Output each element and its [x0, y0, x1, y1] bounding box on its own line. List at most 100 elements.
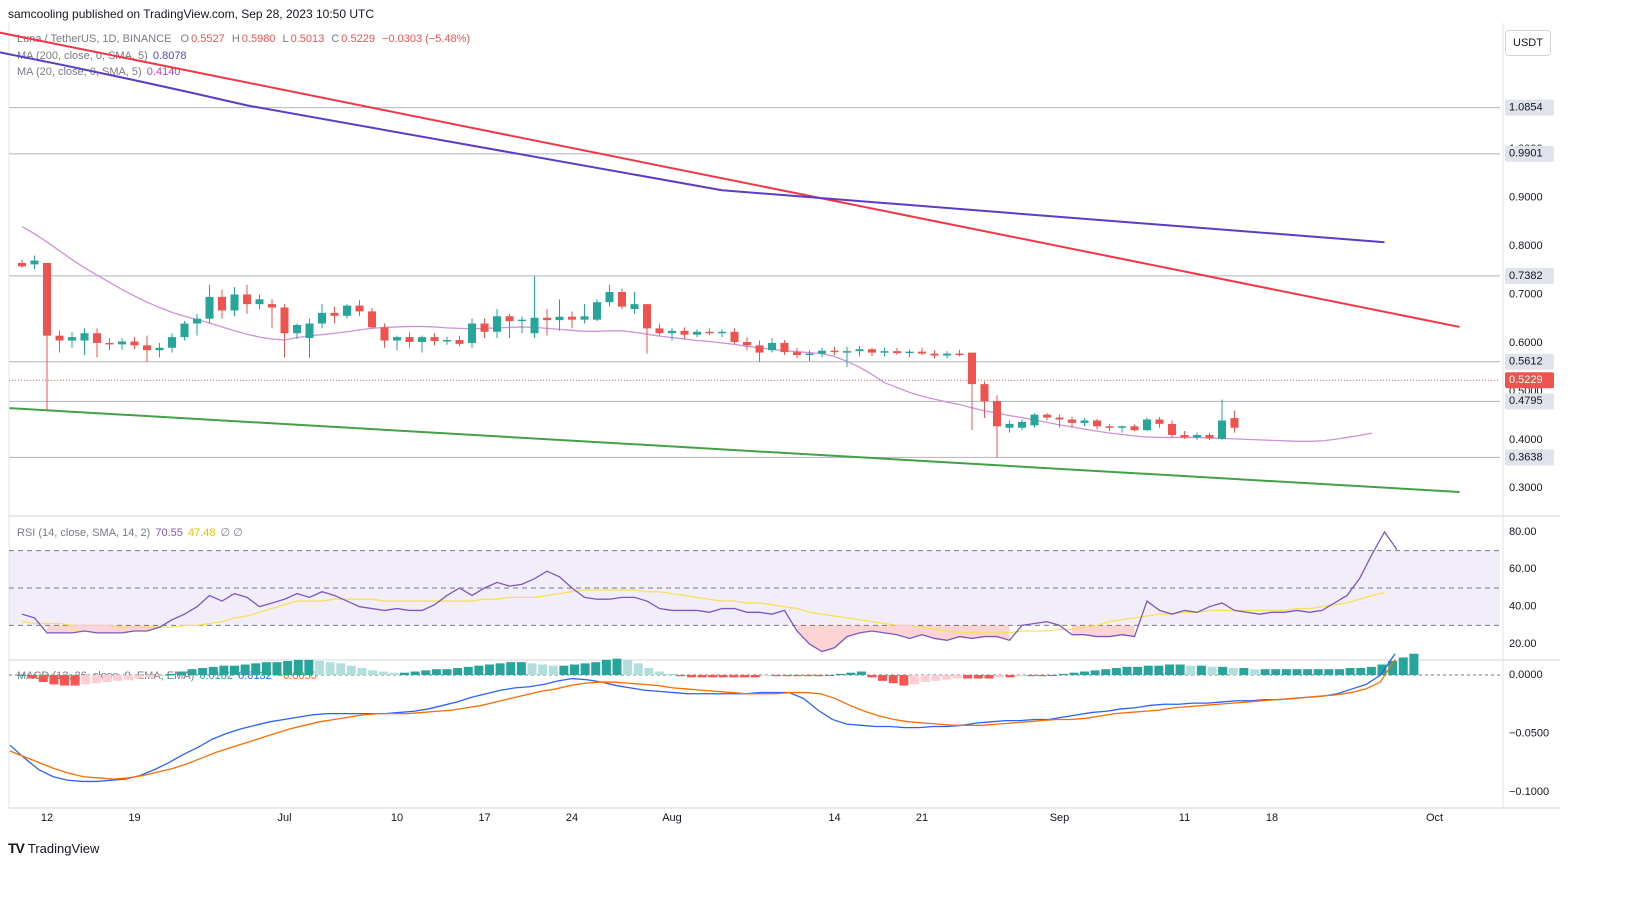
- candle[interactable]: [393, 337, 401, 341]
- candle[interactable]: [468, 323, 476, 343]
- candle[interactable]: [655, 328, 664, 334]
- ma200-label[interactable]: MA (200, close, 0, SMA, 5): [17, 50, 148, 62]
- candle[interactable]: [105, 342, 114, 345]
- candle[interactable]: [243, 294, 251, 305]
- candle[interactable]: [255, 299, 264, 305]
- candle[interactable]: [268, 304, 276, 308]
- candle[interactable]: [968, 352, 976, 385]
- candle[interactable]: [543, 317, 551, 321]
- candle[interactable]: [1143, 419, 1151, 431]
- candle[interactable]: [1030, 414, 1039, 426]
- candle[interactable]: [1193, 435, 1201, 438]
- candle[interactable]: [918, 351, 926, 354]
- candle[interactable]: [1080, 420, 1089, 423]
- downtrend-line[interactable]: [0, 0, 1460, 328]
- candle[interactable]: [743, 341, 751, 346]
- candle[interactable]: [893, 351, 901, 354]
- candle[interactable]: [18, 262, 26, 267]
- candle[interactable]: [1043, 414, 1051, 418]
- candle[interactable]: [68, 337, 76, 341]
- candle[interactable]: [180, 323, 189, 338]
- candle[interactable]: [505, 316, 514, 322]
- candle[interactable]: [768, 342, 776, 351]
- rsi-ma-line[interactable]: [21, 589, 1385, 634]
- candle[interactable]: [493, 316, 501, 332]
- candle[interactable]: [643, 304, 651, 329]
- candle[interactable]: [568, 316, 576, 320]
- candle[interactable]: [1168, 423, 1176, 436]
- macd-line[interactable]: [9, 653, 1396, 783]
- candle[interactable]: [618, 292, 626, 307]
- candle[interactable]: [318, 312, 326, 324]
- candle[interactable]: [368, 311, 376, 328]
- signal-line[interactable]: [9, 659, 1396, 780]
- support-trend-line[interactable]: [9, 407, 1460, 493]
- candle[interactable]: [755, 345, 764, 353]
- candle[interactable]: [730, 331, 739, 342]
- candle[interactable]: [43, 262, 51, 336]
- candle[interactable]: [605, 292, 614, 303]
- candle[interactable]: [843, 351, 851, 353]
- candle[interactable]: [93, 333, 101, 343]
- candle[interactable]: [593, 302, 601, 320]
- candle[interactable]: [1230, 418, 1239, 428]
- candle[interactable]: [1068, 419, 1076, 423]
- candle[interactable]: [955, 353, 964, 356]
- candle[interactable]: [943, 353, 951, 356]
- candle[interactable]: [868, 349, 876, 353]
- candle[interactable]: [680, 330, 689, 335]
- candle[interactable]: [80, 333, 89, 341]
- candle[interactable]: [230, 294, 239, 311]
- candle[interactable]: [168, 337, 176, 348]
- candle[interactable]: [430, 337, 439, 341]
- candle[interactable]: [555, 316, 564, 321]
- candle[interactable]: [443, 340, 451, 342]
- candle[interactable]: [818, 350, 826, 354]
- rsi-label[interactable]: RSI (14, close, SMA, 14, 2): [17, 527, 151, 539]
- candle[interactable]: [830, 350, 839, 353]
- candle[interactable]: [705, 331, 714, 334]
- candle[interactable]: [355, 305, 364, 312]
- candle[interactable]: [155, 347, 164, 351]
- candle[interactable]: [1205, 435, 1214, 439]
- ma200-line[interactable]: [0, 35, 1385, 244]
- candle[interactable]: [1180, 435, 1189, 438]
- candle[interactable]: [793, 352, 801, 356]
- candle[interactable]: [668, 330, 676, 334]
- candle[interactable]: [855, 349, 864, 352]
- candle[interactable]: [293, 324, 301, 334]
- candle[interactable]: [1105, 426, 1114, 428]
- candle[interactable]: [630, 304, 639, 309]
- candle[interactable]: [330, 312, 339, 316]
- candle[interactable]: [1005, 423, 1014, 428]
- candle[interactable]: [1118, 426, 1126, 428]
- candle[interactable]: [780, 342, 789, 353]
- ma20-line[interactable]: [21, 226, 1373, 442]
- candle[interactable]: [1218, 420, 1226, 439]
- candle[interactable]: [455, 340, 464, 344]
- candle[interactable]: [280, 307, 289, 334]
- candle[interactable]: [55, 335, 64, 341]
- candle[interactable]: [205, 296, 214, 319]
- candle[interactable]: [343, 305, 351, 316]
- candle[interactable]: [305, 323, 314, 339]
- candle[interactable]: [30, 260, 39, 265]
- rsi-line[interactable]: [21, 530, 1398, 653]
- candle[interactable]: [480, 323, 489, 332]
- candle[interactable]: [380, 327, 389, 341]
- candle[interactable]: [218, 296, 226, 311]
- symbol-label[interactable]: Luna / TetherUS, 1D, BINANCE: [17, 33, 172, 45]
- candle[interactable]: [905, 351, 914, 354]
- currency-button[interactable]: USDT: [1505, 30, 1551, 56]
- candle[interactable]: [718, 331, 726, 334]
- candle[interactable]: [518, 319, 526, 322]
- candle[interactable]: [118, 341, 126, 345]
- candle[interactable]: [1130, 426, 1139, 431]
- candle[interactable]: [193, 318, 201, 324]
- candle[interactable]: [993, 401, 1001, 427]
- brand[interactable]: TV TradingView: [8, 840, 99, 856]
- candle[interactable]: [805, 353, 814, 356]
- candle[interactable]: [1093, 420, 1101, 427]
- candle[interactable]: [930, 353, 939, 356]
